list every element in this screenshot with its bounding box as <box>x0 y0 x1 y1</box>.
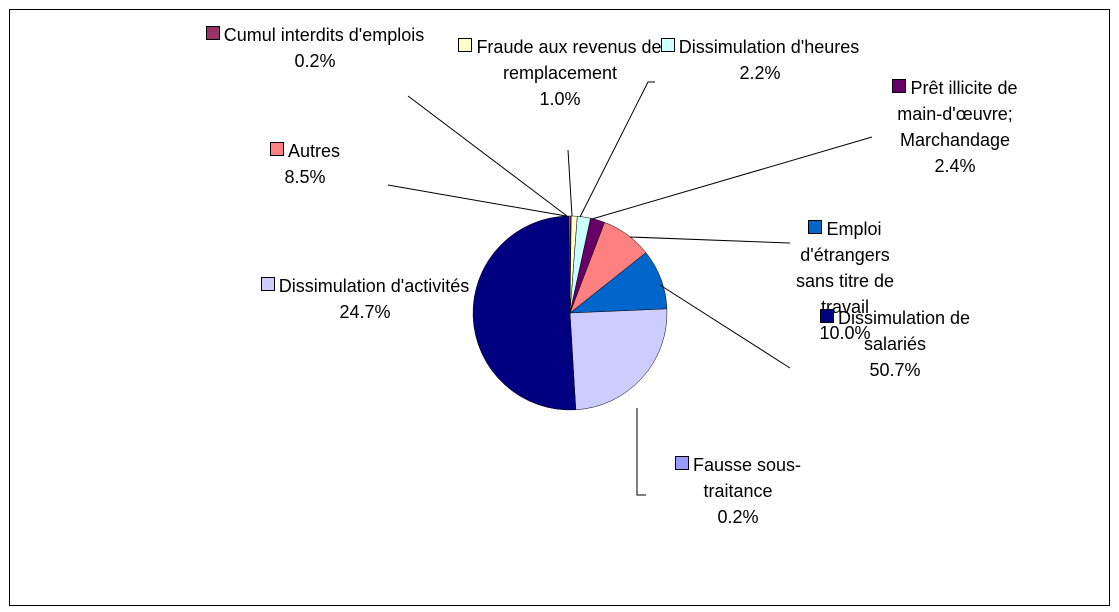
value-label: 1.0% <box>539 89 581 109</box>
pie-slice <box>569 308 668 411</box>
leader-line <box>629 236 791 244</box>
legend-swatch <box>892 79 907 93</box>
value-label: 8.5% <box>284 167 326 187</box>
leader-line <box>591 136 873 220</box>
category-label: Prêt illicite de main-d'œuvre; Marchanda… <box>897 78 1018 150</box>
slice-label: Fraude aux revenus de remplacement 1.0% <box>455 34 665 112</box>
pie-slice <box>472 215 577 411</box>
pie-slice <box>568 215 571 314</box>
legend-swatch <box>458 38 473 52</box>
legend-swatch <box>205 26 220 40</box>
category-label: Emploi d'étrangers sans titre de travail <box>795 219 895 317</box>
legend-swatch <box>808 220 823 234</box>
legend-swatch <box>674 456 689 470</box>
slice-label: Cumul interdits d'emplois 0.2% <box>205 22 425 74</box>
legend-swatch <box>260 277 275 291</box>
value-label: 24.7% <box>339 302 391 322</box>
slice-label: Fausse sous-traitance 0.2% <box>648 452 828 530</box>
value-label: 2.4% <box>934 156 976 176</box>
legend-swatch <box>819 309 834 323</box>
leader-line <box>567 149 573 217</box>
category-label: Fraude aux revenus de remplacement <box>476 37 662 83</box>
slice-label: Emploi d'étrangers sans titre de travail… <box>790 216 900 346</box>
legend-swatch <box>660 38 675 52</box>
value-label: 10.0% <box>819 323 871 343</box>
slice-label: Autres 8.5% <box>200 138 410 190</box>
leader-line <box>407 95 568 217</box>
leader-line <box>659 284 791 369</box>
category-label: Autres <box>287 141 341 161</box>
slice-label: Prêt illicite de main-d'œuvre; Marchanda… <box>870 75 1040 179</box>
category-label: Dissimulation de salariés <box>837 308 971 354</box>
slice-label: Dissimulation d'activités 24.7% <box>255 273 475 325</box>
leader-line <box>636 408 646 496</box>
value-label: 50.7% <box>869 360 921 380</box>
category-label: Cumul interdits d'emplois <box>223 25 425 45</box>
value-label: 0.2% <box>717 507 759 527</box>
category-label: Dissimulation d'heures <box>678 37 860 57</box>
value-label: 2.2% <box>739 63 781 83</box>
leader-line <box>387 184 567 217</box>
slice-label: Dissimulation de salariés 50.7% <box>795 305 995 383</box>
legend-swatch <box>269 142 284 156</box>
leader-line <box>579 81 655 218</box>
category-label: Fausse sous-traitance <box>692 455 802 501</box>
category-label: Dissimulation d'activités <box>278 276 470 296</box>
slice-label: Dissimulation d'heures 2.2% <box>660 34 860 86</box>
value-label: 0.2% <box>294 51 336 71</box>
